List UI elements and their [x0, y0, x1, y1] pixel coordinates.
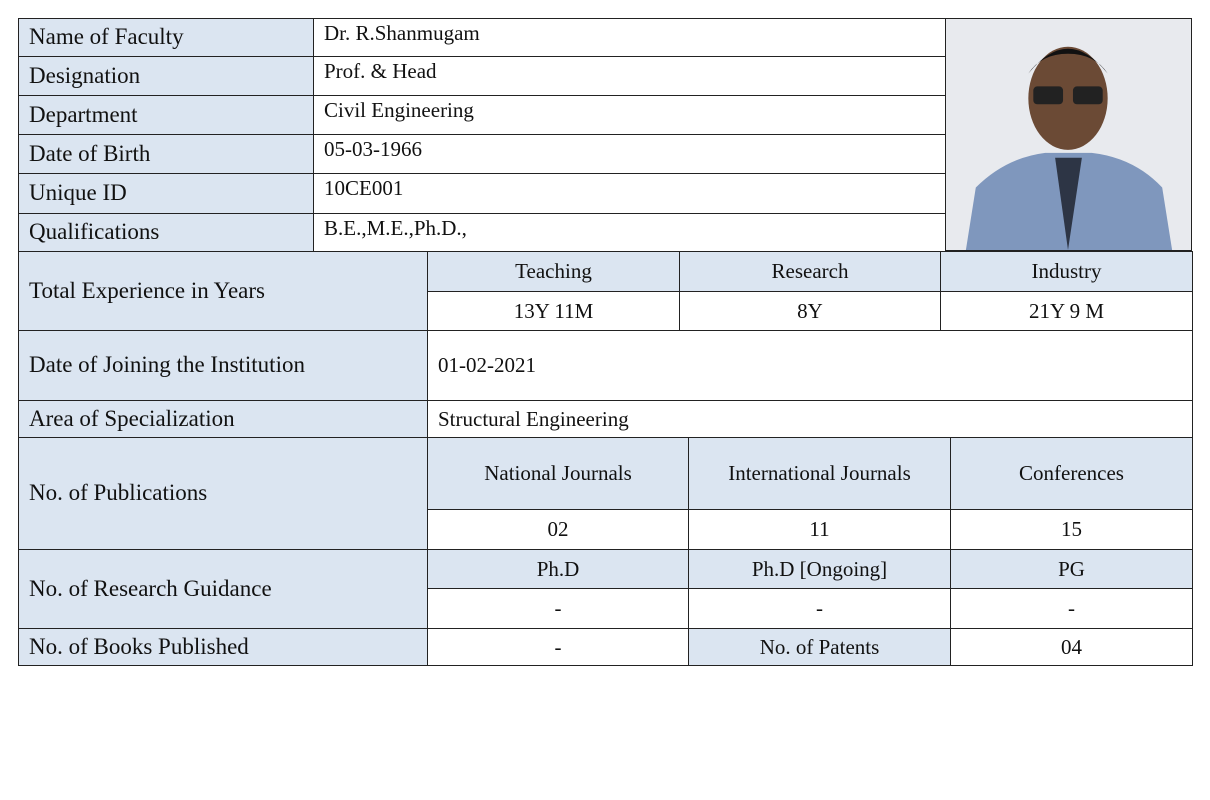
field-value: Prof. & Head [313, 56, 946, 96]
section-label: Date of Joining the Institution [18, 330, 428, 401]
field-value: 05-03-1966 [313, 134, 946, 174]
column-header: International Journals [688, 437, 951, 510]
section-value: Structural Engineering [427, 400, 1193, 438]
field-value: 10CE001 [313, 173, 946, 214]
field-label: Unique ID [18, 173, 314, 214]
column-header: Ph.D [427, 549, 689, 589]
field-label: Designation [18, 56, 314, 96]
column-header: National Journals [427, 437, 689, 510]
column-value: 02 [427, 509, 689, 550]
section-label: No. of Books Published [18, 628, 428, 666]
column-header: Conferences [950, 437, 1193, 510]
section-label: No. of Publications [18, 437, 428, 550]
column-value: 21Y 9 M [940, 291, 1193, 331]
column-value: 11 [688, 509, 951, 550]
field-value: Civil Engineering [313, 95, 946, 135]
section-value: 04 [950, 628, 1193, 666]
column-header: Industry [940, 251, 1193, 292]
section-value: - [427, 628, 689, 666]
section-label: Total Experience in Years [18, 251, 428, 331]
column-value: - [688, 588, 951, 629]
field-label: Name of Faculty [18, 18, 314, 57]
column-header: PG [950, 549, 1193, 589]
column-header: Ph.D [Ongoing] [688, 549, 951, 589]
field-value: Dr. R.Shanmugam [313, 18, 946, 57]
column-value: - [950, 588, 1193, 629]
field-label: Qualifications [18, 213, 314, 252]
section-label: No. of Research Guidance [18, 549, 428, 629]
field-label: Department [18, 95, 314, 135]
column-header: Research [679, 251, 941, 292]
column-header: No. of Patents [688, 628, 951, 666]
column-value: 15 [950, 509, 1193, 550]
field-value: B.E.,M.E.,Ph.D., [313, 213, 946, 252]
column-value: - [427, 588, 689, 629]
field-label: Date of Birth [18, 134, 314, 174]
faculty-photo [945, 18, 1192, 251]
column-header: Teaching [427, 251, 680, 292]
section-label: Area of Specialization [18, 400, 428, 438]
section-value: 01-02-2021 [427, 330, 1193, 401]
column-value: 13Y 11M [427, 291, 680, 331]
column-value: 8Y [679, 291, 941, 331]
